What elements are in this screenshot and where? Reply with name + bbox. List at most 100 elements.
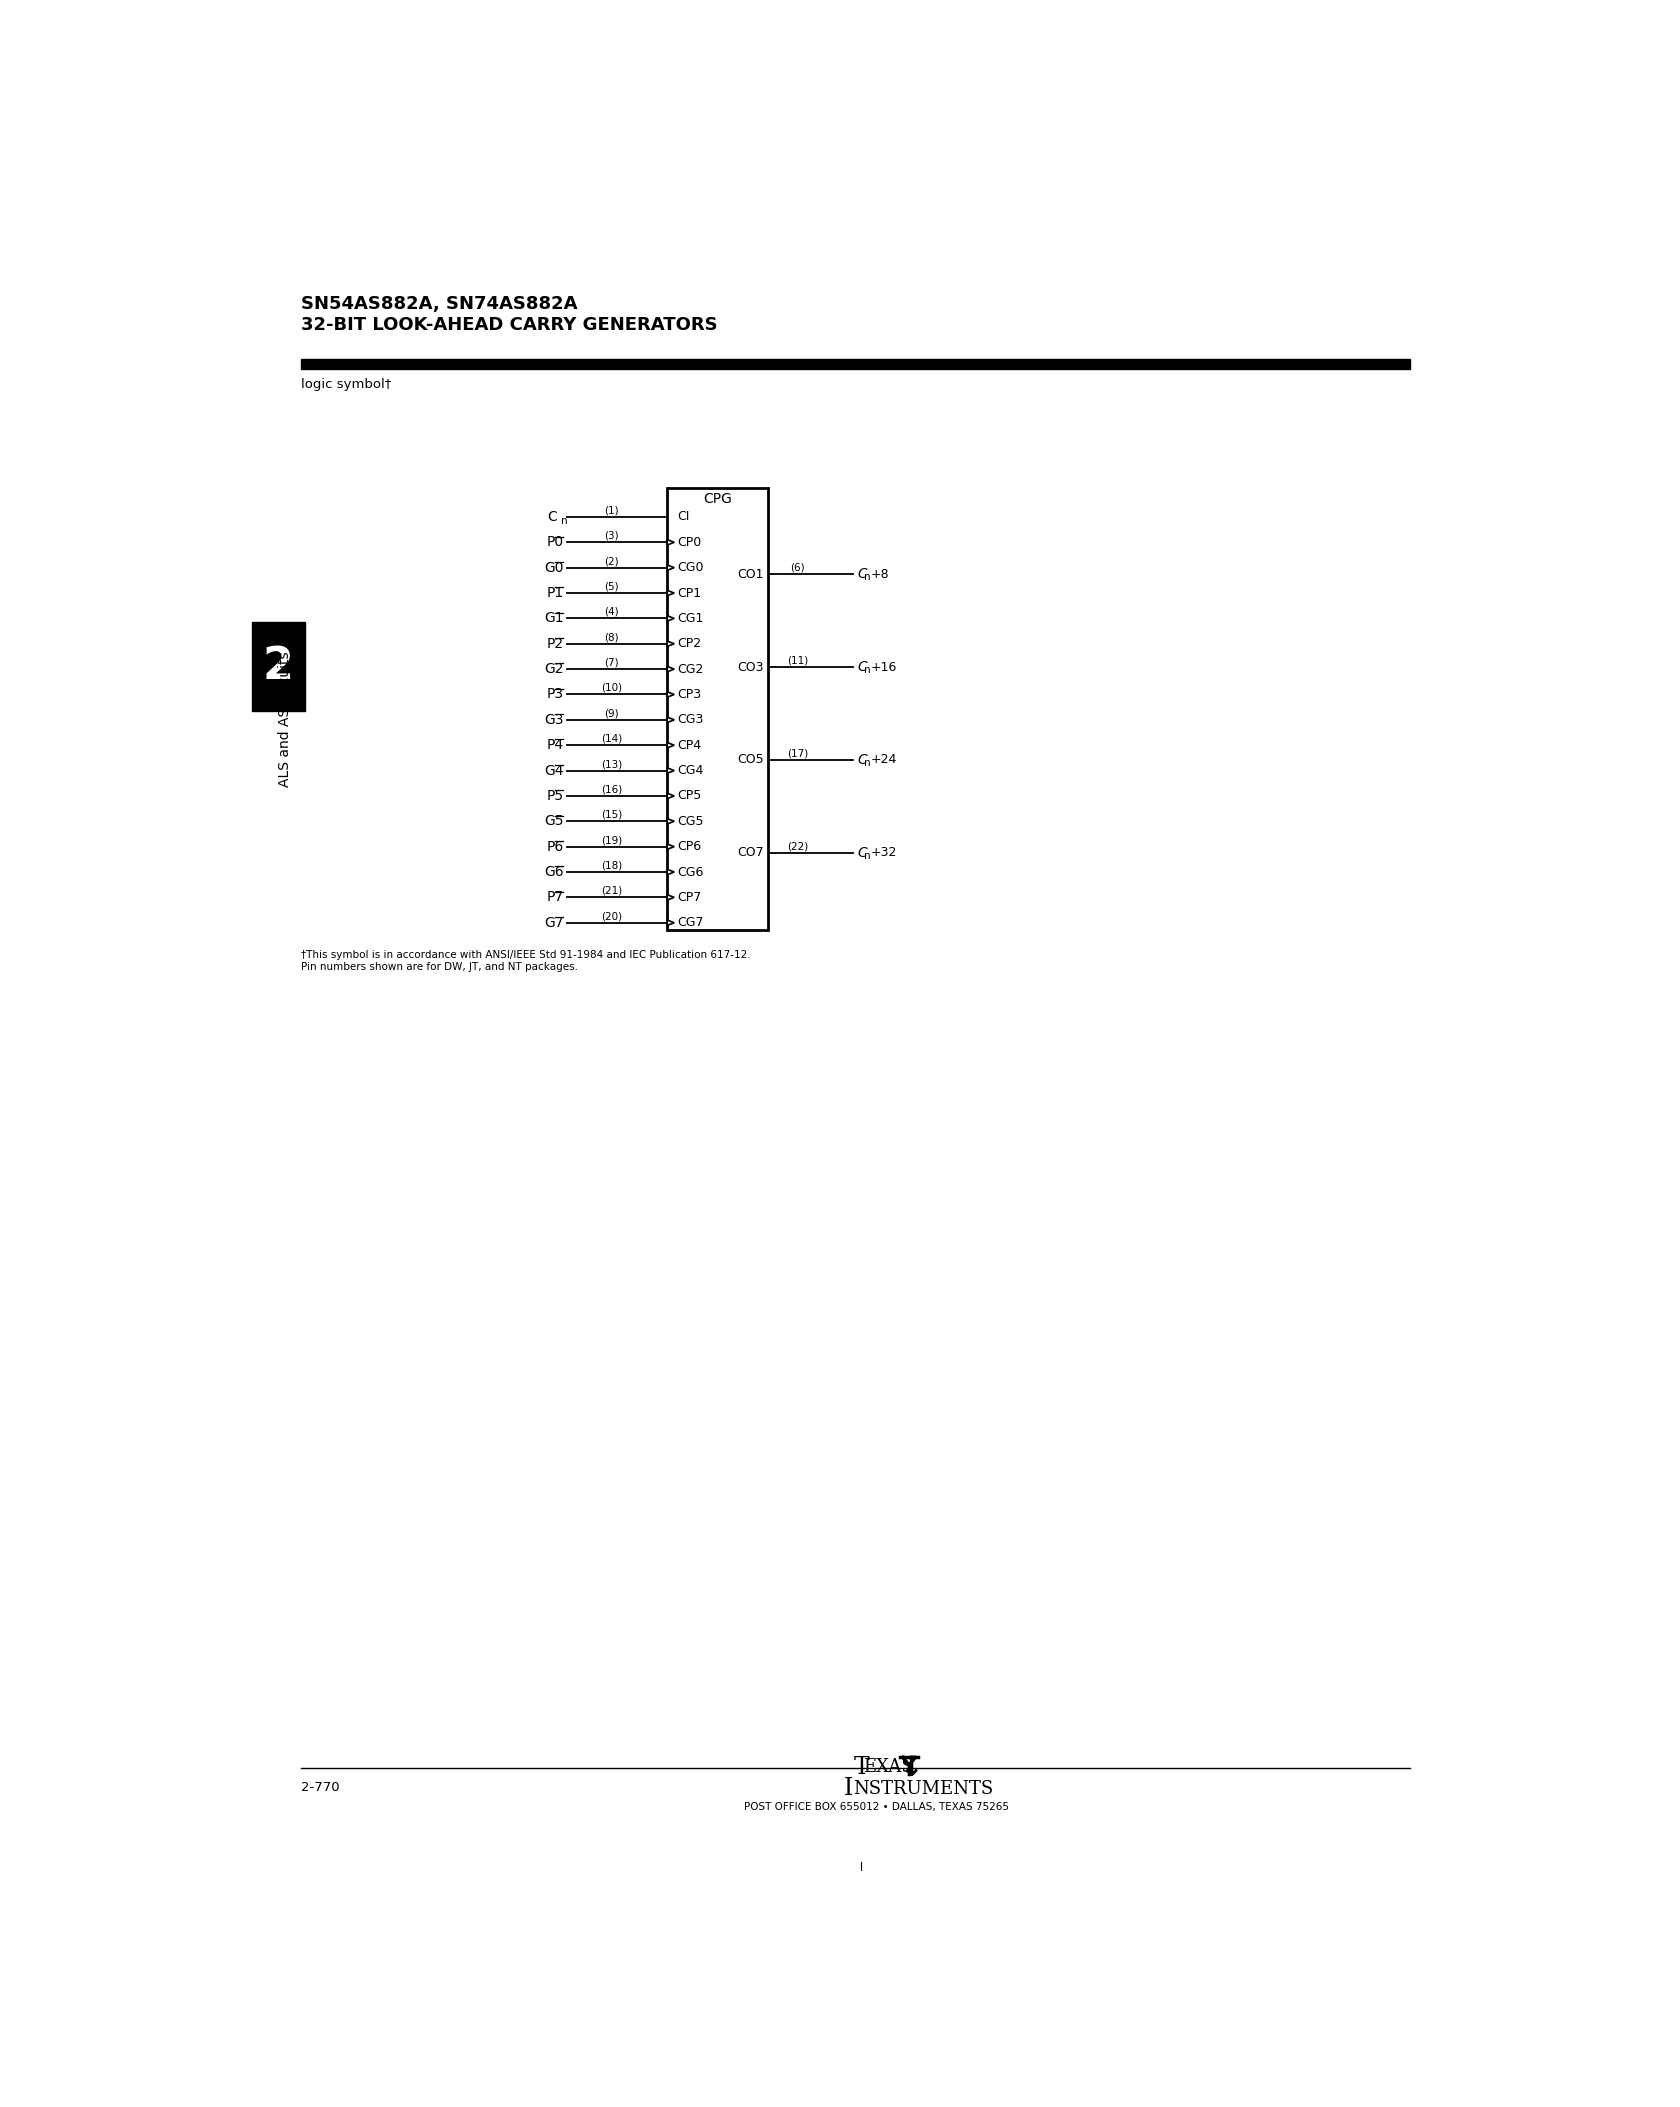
Text: +8: +8 xyxy=(870,567,890,582)
Text: CP4: CP4 xyxy=(677,740,702,752)
Text: (10): (10) xyxy=(601,683,622,693)
Text: +24: +24 xyxy=(870,754,897,767)
Bar xyxy=(301,358,1410,369)
Polygon shape xyxy=(667,820,674,824)
Text: †This symbol is in accordance with ANSI/IEEE Std 91-1984 and IEC Publication 617: †This symbol is in accordance with ANSI/… xyxy=(301,950,751,959)
Text: +16: +16 xyxy=(870,659,897,674)
Text: T: T xyxy=(853,1755,869,1778)
Text: Pin numbers shown are for DW, JT, and NT packages.: Pin numbers shown are for DW, JT, and NT… xyxy=(301,963,578,971)
Text: n: n xyxy=(864,666,870,676)
Text: CG4: CG4 xyxy=(677,765,704,777)
Polygon shape xyxy=(667,792,674,799)
Text: CG5: CG5 xyxy=(677,815,704,828)
Polygon shape xyxy=(667,895,674,900)
Polygon shape xyxy=(667,666,674,672)
Text: CP1: CP1 xyxy=(677,586,702,600)
Polygon shape xyxy=(667,845,674,849)
Text: CP7: CP7 xyxy=(677,891,702,904)
Text: CO3: CO3 xyxy=(738,659,764,674)
Text: (5): (5) xyxy=(605,582,620,592)
Text: CPG: CPG xyxy=(704,493,732,506)
Text: (9): (9) xyxy=(605,708,620,718)
Text: G3: G3 xyxy=(544,712,563,727)
Polygon shape xyxy=(667,716,674,723)
Text: n: n xyxy=(864,573,870,582)
Text: SN54AS882A, SN74AS882A: SN54AS882A, SN74AS882A xyxy=(301,295,578,314)
Polygon shape xyxy=(667,742,674,748)
Text: CI: CI xyxy=(677,510,690,523)
Text: 32-BIT LOOK-AHEAD CARRY GENERATORS: 32-BIT LOOK-AHEAD CARRY GENERATORS xyxy=(301,316,717,335)
Text: CG6: CG6 xyxy=(677,866,704,879)
Text: G2: G2 xyxy=(544,662,563,676)
Polygon shape xyxy=(667,870,674,874)
Text: (3): (3) xyxy=(605,531,620,541)
Text: n: n xyxy=(864,759,870,769)
Text: CG7: CG7 xyxy=(677,917,704,929)
Text: +32: +32 xyxy=(870,847,897,860)
Text: CP6: CP6 xyxy=(677,841,702,853)
Polygon shape xyxy=(667,565,674,571)
Text: C: C xyxy=(857,752,867,767)
Text: (2): (2) xyxy=(605,556,620,567)
Text: G7: G7 xyxy=(544,917,563,929)
Text: G5: G5 xyxy=(544,813,563,828)
Text: (8): (8) xyxy=(605,632,620,643)
Text: P2: P2 xyxy=(546,636,563,651)
Text: (11): (11) xyxy=(788,655,808,666)
Text: CO7: CO7 xyxy=(738,847,764,860)
Text: CG1: CG1 xyxy=(677,611,704,626)
Text: C: C xyxy=(857,845,867,860)
Text: C: C xyxy=(548,510,558,525)
Text: NSTRUMENTS: NSTRUMENTS xyxy=(853,1780,993,1797)
Text: P6: P6 xyxy=(546,841,563,853)
Text: POST OFFICE BOX 655012 • DALLAS, TEXAS 75265: POST OFFICE BOX 655012 • DALLAS, TEXAS 7… xyxy=(744,1801,1010,1812)
Text: (18): (18) xyxy=(601,860,623,870)
Polygon shape xyxy=(667,767,674,773)
Polygon shape xyxy=(667,691,674,697)
Polygon shape xyxy=(667,921,674,925)
Text: G1: G1 xyxy=(544,611,563,626)
Text: n: n xyxy=(561,516,568,527)
Text: (13): (13) xyxy=(601,759,623,769)
Text: CG2: CG2 xyxy=(677,662,704,676)
Text: CG3: CG3 xyxy=(677,714,704,727)
Text: (6): (6) xyxy=(791,563,805,573)
Bar xyxy=(252,622,304,710)
Polygon shape xyxy=(667,539,674,546)
Text: (7): (7) xyxy=(605,657,620,668)
Text: CP5: CP5 xyxy=(677,790,702,803)
Text: 2: 2 xyxy=(262,645,294,689)
Text: n: n xyxy=(864,851,870,862)
Text: C: C xyxy=(857,567,867,582)
Text: CO1: CO1 xyxy=(738,567,764,582)
Text: G4: G4 xyxy=(544,763,563,777)
Bar xyxy=(667,487,768,931)
Text: C: C xyxy=(857,659,867,674)
Text: P3: P3 xyxy=(546,687,563,702)
Polygon shape xyxy=(667,590,674,596)
Text: 2-770: 2-770 xyxy=(301,1780,339,1795)
Text: CP3: CP3 xyxy=(677,689,702,702)
Text: ↓: ↓ xyxy=(900,1755,922,1783)
Text: (20): (20) xyxy=(601,910,622,921)
Text: (1): (1) xyxy=(605,506,620,516)
Text: (22): (22) xyxy=(788,841,808,851)
Text: ALS and AS Circuits: ALS and AS Circuits xyxy=(279,651,292,786)
Text: P4: P4 xyxy=(546,737,563,752)
Text: CO5: CO5 xyxy=(738,754,764,767)
Text: (19): (19) xyxy=(601,834,623,845)
Text: CP0: CP0 xyxy=(677,535,702,548)
Text: P7: P7 xyxy=(546,891,563,904)
Text: (21): (21) xyxy=(601,885,623,895)
Text: (15): (15) xyxy=(601,809,623,820)
Text: G6: G6 xyxy=(544,866,563,879)
Text: P0: P0 xyxy=(546,535,563,550)
Text: (4): (4) xyxy=(605,607,620,617)
Text: CG0: CG0 xyxy=(677,560,704,575)
Polygon shape xyxy=(667,641,674,647)
Text: P1: P1 xyxy=(546,586,563,600)
Text: I: I xyxy=(843,1778,853,1801)
Text: (14): (14) xyxy=(601,733,623,744)
Text: CP2: CP2 xyxy=(677,636,702,651)
Text: logic symbol†: logic symbol† xyxy=(301,377,391,390)
